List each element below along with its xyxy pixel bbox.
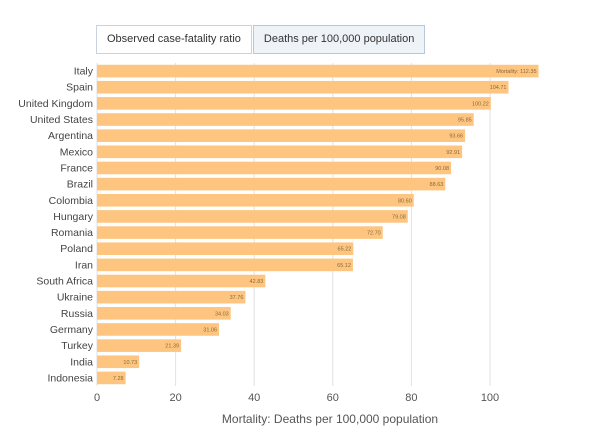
category-label: Ukraine (57, 292, 93, 304)
x-tick-label: 40 (248, 392, 260, 404)
data-label: 42.83 (250, 279, 264, 285)
category-label: Iran (75, 259, 93, 271)
bar (97, 371, 126, 385)
data-label: 92.91 (446, 150, 460, 156)
category-label: Brazil (67, 179, 93, 191)
category-label: Colombia (49, 195, 94, 207)
data-label: 88.63 (430, 182, 444, 188)
data-label: 65.12 (337, 263, 351, 269)
bar (97, 258, 353, 272)
category-label: Indonesia (47, 372, 93, 384)
bar (97, 290, 246, 304)
tab-deaths-per-100k[interactable]: Deaths per 100,000 population (252, 25, 426, 54)
bar (97, 355, 140, 369)
data-label: 37.76 (230, 295, 244, 301)
data-label: 31.06 (203, 327, 217, 333)
bar (97, 129, 466, 142)
data-label: 79.08 (392, 214, 406, 220)
x-tick-label: 80 (405, 392, 417, 404)
bar (97, 323, 220, 336)
bar (97, 64, 539, 78)
x-tick-label: 60 (327, 392, 339, 404)
data-label: 100.22 (472, 101, 489, 107)
category-label: Poland (60, 243, 93, 255)
data-label: 7.28 (113, 376, 124, 382)
data-label: 65.22 (338, 247, 352, 253)
data-label: 34.03 (215, 311, 229, 317)
category-label: Mexico (60, 146, 93, 158)
x-tick-label: 20 (169, 392, 181, 404)
category-label: South Africa (36, 276, 93, 288)
data-label: 10.73 (123, 360, 137, 366)
data-label: 104.71 (490, 85, 507, 91)
bar (97, 80, 509, 94)
view-toggle: Observed case-fatality ratio Deaths per … (96, 25, 426, 54)
bar (97, 226, 383, 239)
category-label: Romania (51, 227, 93, 239)
category-label: Spain (66, 82, 93, 94)
category-label: Germany (50, 324, 94, 336)
bar (97, 339, 182, 352)
data-label: 21.39 (165, 344, 179, 350)
data-label: 95.85 (458, 118, 472, 124)
data-label: 90.08 (435, 166, 449, 172)
bar (97, 177, 446, 191)
data-label: Mortality: 112.35 (496, 69, 536, 75)
x-tick-label: 0 (94, 392, 100, 404)
category-label: Turkey (61, 340, 93, 352)
category-label: Hungary (53, 211, 93, 223)
x-axis-title: Mortality: Deaths per 100,000 population (221, 412, 439, 426)
category-label: Italy (74, 66, 94, 78)
category-label: United States (30, 114, 93, 126)
category-label: Russia (61, 308, 93, 320)
x-tick-label: 100 (481, 392, 499, 404)
bar (97, 242, 354, 256)
bar (97, 145, 463, 159)
bar (97, 161, 452, 175)
bar (97, 307, 231, 320)
bar (97, 210, 408, 223)
data-label: 93.66 (449, 134, 463, 140)
bar (97, 193, 414, 207)
category-label: United Kingdom (18, 98, 93, 110)
bar (97, 113, 474, 126)
data-label: 72.70 (367, 231, 381, 237)
bar (97, 274, 266, 288)
category-label: India (70, 356, 93, 368)
tab-case-fatality-ratio[interactable]: Observed case-fatality ratio (96, 25, 252, 54)
category-label: Argentina (48, 130, 93, 142)
bar (97, 97, 491, 110)
category-label: France (60, 162, 93, 174)
data-label: 80.60 (398, 198, 412, 204)
